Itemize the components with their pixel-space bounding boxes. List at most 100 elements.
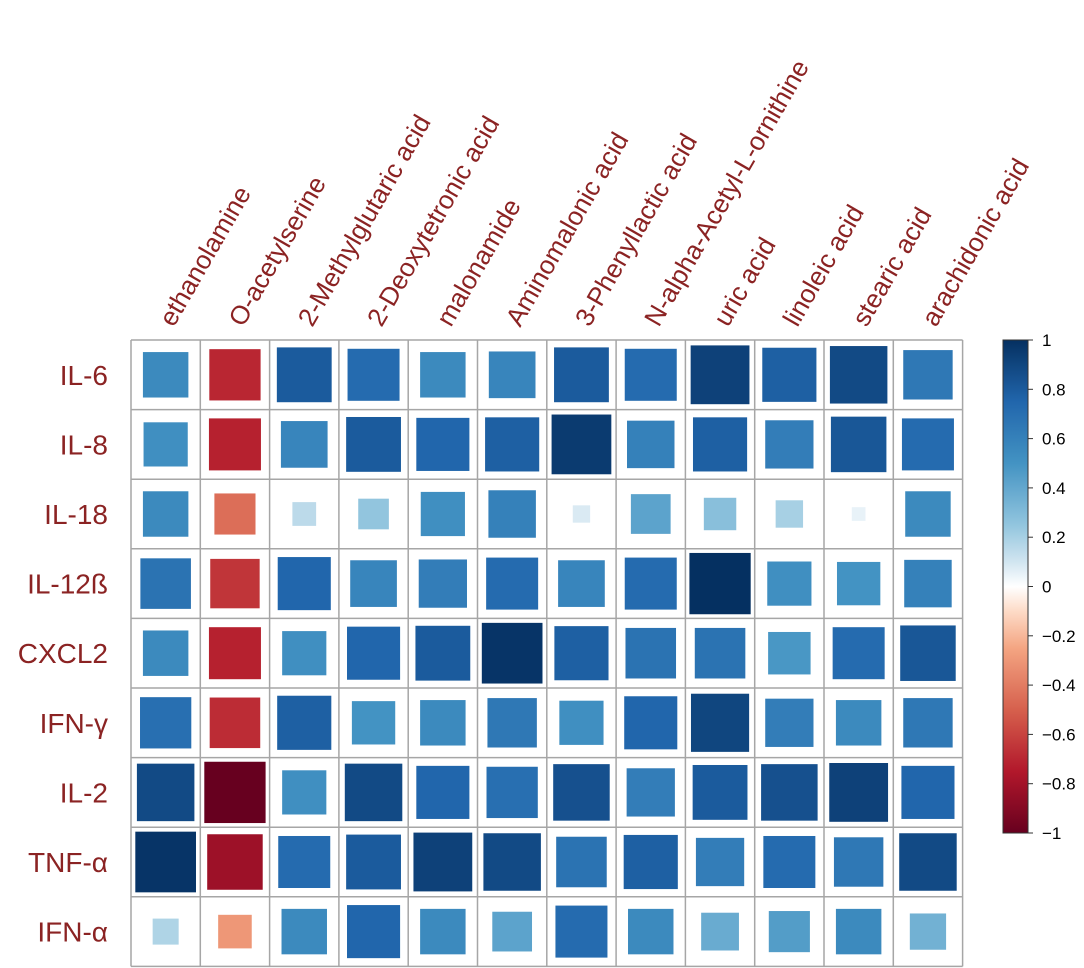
heatmap-cell — [208, 418, 261, 471]
heatmap-cell — [143, 422, 188, 467]
column-label: 2-Methylglutaric acid — [291, 110, 436, 331]
heatmap-cell — [628, 908, 674, 955]
heatmap-cell — [555, 905, 608, 958]
row-label: IL-18 — [44, 499, 108, 530]
row-label: CXCL2 — [18, 638, 108, 669]
heatmap-cell — [209, 697, 261, 749]
heatmap-cell — [347, 905, 401, 959]
heatmap-cell — [835, 908, 882, 955]
column-label: 3-Phenyllactic acid — [569, 128, 703, 331]
heatmap-cell — [280, 421, 328, 468]
heatmap-cell — [416, 417, 470, 471]
heatmap-cell — [416, 765, 470, 819]
heatmap-cell — [142, 491, 189, 537]
heatmap-cell — [277, 557, 331, 611]
heatmap-cell — [209, 349, 261, 401]
heatmap-cell — [554, 347, 609, 403]
colorbar — [1002, 339, 1029, 834]
heatmap-cell — [420, 352, 466, 398]
heatmap-cell — [207, 834, 263, 890]
heatmap-cell — [210, 558, 260, 609]
heatmap-cell — [703, 497, 737, 531]
heatmap-cell — [761, 764, 818, 821]
heatmap-cell — [832, 627, 885, 680]
heatmap-cell — [142, 352, 189, 398]
heatmap-cell — [486, 557, 539, 610]
heatmap-cell — [768, 631, 811, 675]
heatmap-cell — [142, 630, 189, 676]
heatmap-cell — [281, 908, 327, 955]
heatmap-cell — [903, 698, 953, 748]
heatmap-cell — [901, 418, 954, 471]
heatmap-cell — [901, 765, 955, 819]
heatmap-cell — [909, 913, 947, 950]
heatmap-cell — [135, 831, 196, 893]
heatmap-cell — [556, 836, 607, 888]
heatmap-cell — [851, 507, 866, 521]
heatmap-cell — [558, 560, 605, 607]
heatmap-cell — [762, 347, 817, 402]
colorbar-tick-label: 0.2 — [1042, 528, 1066, 547]
colorbar-tick-label: −0.8 — [1042, 775, 1076, 794]
heatmap-cell — [903, 350, 953, 400]
heatmap-cell — [625, 627, 677, 679]
heatmap-cell — [152, 918, 179, 945]
heatmap-cell — [767, 561, 812, 606]
heatmap-cell — [695, 837, 745, 887]
heatmap-cell — [420, 491, 465, 537]
heatmap-cell — [350, 560, 397, 607]
heatmap-cell — [624, 557, 677, 610]
heatmap-cell — [553, 764, 610, 821]
heatmap-cell — [694, 627, 746, 679]
heatmap-cell — [829, 346, 888, 404]
heatmap-cell — [418, 559, 467, 608]
heatmap-cell — [701, 912, 739, 951]
column-label: uric acid — [707, 232, 781, 331]
heatmap-cell — [692, 417, 748, 472]
heatmap-cell — [775, 500, 804, 528]
colorbar-tick-label: 0.6 — [1042, 430, 1066, 449]
heatmap-cell — [905, 491, 951, 537]
heatmap-cell — [765, 420, 814, 469]
heatmap-cell — [833, 837, 884, 887]
heatmap-cell — [830, 416, 887, 473]
heatmap-cell — [204, 761, 266, 824]
heatmap-cell — [485, 417, 540, 472]
heatmap-cell — [829, 763, 889, 822]
column-label: arachidonic acid — [915, 153, 1035, 331]
heatmap-cell — [487, 698, 537, 748]
heatmap-cell — [214, 493, 256, 535]
heatmap-cell — [483, 833, 541, 891]
row-label: IFN-γ — [40, 708, 108, 739]
heatmap-cell — [904, 559, 952, 608]
heatmap-cell — [278, 835, 331, 888]
row-label: IL-2 — [60, 777, 108, 808]
heatmap-cell — [208, 627, 261, 680]
heatmap-cell — [765, 698, 814, 747]
heatmap-cell — [277, 695, 332, 750]
heatmap-cell — [218, 914, 252, 949]
heatmap-cell — [690, 693, 750, 752]
heatmap-cell — [554, 626, 609, 681]
row-label: IL-6 — [60, 360, 108, 391]
heatmap-cell — [835, 700, 882, 746]
colorbar-tick-label: 0.8 — [1042, 380, 1066, 399]
heatmap-cell — [347, 626, 401, 680]
heatmap-cell — [486, 766, 538, 819]
heatmap-cell — [627, 420, 675, 469]
heatmap-cell — [282, 770, 327, 815]
heatmap-cell — [292, 502, 317, 526]
colorbar-tick-label: 0.4 — [1042, 479, 1066, 498]
heatmap-cell — [763, 835, 816, 888]
heatmap-cell — [572, 505, 591, 523]
heatmap-cell — [624, 696, 678, 750]
heatmap-cell — [346, 834, 401, 890]
row-label: IFN-α — [37, 917, 108, 948]
heatmap-cell — [689, 552, 751, 615]
colorbar-tick-label: −0.4 — [1042, 676, 1076, 695]
row-label: IL-12ß — [27, 569, 108, 600]
heatmap-cell — [624, 348, 677, 401]
colorbar-tick-label: −1 — [1042, 824, 1061, 843]
heatmap-cell — [136, 763, 195, 822]
